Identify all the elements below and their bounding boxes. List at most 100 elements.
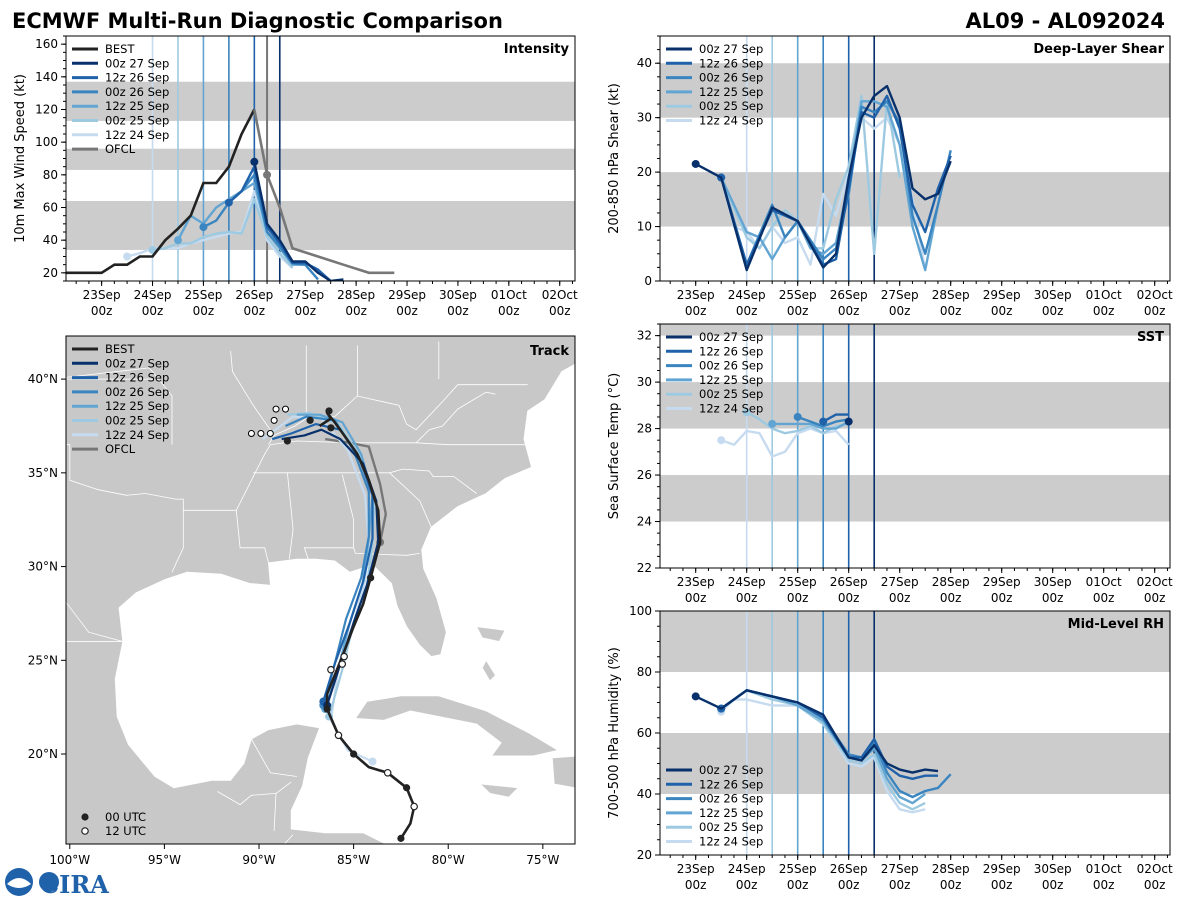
sst-series-line	[822, 413, 849, 423]
sst-legend-label: 00z 27 Sep	[699, 330, 763, 344]
track-best-point-00	[283, 437, 291, 445]
sst-series-start-point	[717, 436, 726, 445]
sst-legend-label: 12z 26 Sep	[699, 344, 763, 358]
intensity-series-start-point	[123, 252, 132, 261]
sst-series-line	[720, 427, 850, 458]
intensity-xtick-label: 26Sep	[235, 288, 273, 302]
shear-xtick-label: 24Sep	[728, 288, 766, 302]
rh-ytick-label: 80	[637, 665, 652, 679]
shear-legend-label: 12z 26 Sep	[699, 56, 763, 70]
rh-series-line	[695, 689, 939, 774]
track-legend-label: 00z 25 Sep	[105, 414, 169, 428]
track-title: Track	[530, 344, 569, 359]
sst-legend-label: 00z 26 Sep	[699, 359, 763, 373]
shear-xtick-sublabel: 00z	[991, 304, 1013, 318]
rh-xtick-sublabel: 00z	[940, 878, 962, 892]
rh-band	[660, 733, 1170, 794]
sst-xtick-label: 01Oct	[1086, 575, 1122, 589]
intensity-xtick-sublabel: 00z	[396, 304, 418, 318]
shear-ytick-label: 30	[637, 111, 652, 125]
intensity-band	[66, 148, 575, 170]
land-bahamas	[475, 626, 506, 642]
rh-series-start-point	[691, 692, 700, 701]
shear-band	[660, 63, 1170, 118]
shear-legend-label: 00z 26 Sep	[699, 71, 763, 85]
lat-tick-label: 20°N	[28, 747, 58, 761]
rh-xtick-label: 02Oct	[1137, 862, 1173, 876]
sst-xtick-sublabel: 00z	[685, 591, 707, 605]
intensity-series-start-point	[250, 157, 259, 166]
shear-ytick-label: 0	[644, 274, 652, 288]
rh-ytick-label: 20	[637, 848, 652, 862]
rh-plot-area	[660, 611, 1170, 855]
sst-xtick-label: 24Sep	[728, 575, 766, 589]
intensity-plot-area	[66, 36, 575, 281]
lon-tick-label: 75°W	[526, 853, 559, 867]
shear-ylabel: 200-850 hPa Shear (kt)	[607, 83, 622, 234]
lat-tick-label: 25°N	[28, 653, 58, 667]
sst-band	[660, 382, 1170, 429]
rh-legend-label: 12z 24 Sep	[699, 835, 763, 849]
intensity-ofcl-line	[253, 109, 395, 275]
rh-xtick-label: 23Sep	[677, 862, 715, 876]
shear-series-line	[695, 84, 952, 272]
intensity-panel: 20 40 60 80 100 120 140 160 23Sep 00z 24Sep 00z 25Se…	[13, 35, 578, 318]
sst-xtick-sublabel: 00z	[1144, 591, 1166, 605]
rh-series-line	[720, 689, 926, 811]
rh-xtick-label: 01Oct	[1086, 862, 1122, 876]
border-louisiana	[183, 509, 269, 563]
intensity-xtick-label: 01Oct	[491, 288, 527, 302]
track-frame	[65, 335, 576, 845]
intensity-best-line	[66, 108, 256, 275]
intensity-xtick-label: 02Oct	[542, 288, 578, 302]
rh-series-line	[720, 698, 926, 814]
track-model-start	[368, 757, 377, 766]
intensity-legend-label: BEST	[105, 42, 135, 56]
intensity-ytick-label: 100	[35, 135, 58, 149]
border-us-mexico	[66, 601, 123, 642]
shear-xtick-label: 23Sep	[677, 288, 715, 302]
sst-legend-label: 12z 24 Sep	[699, 402, 763, 416]
track-best-point-12	[327, 665, 335, 674]
sst-legend-label: 12z 25 Sep	[699, 373, 763, 387]
sst-ytick-label: 22	[637, 561, 652, 575]
border-ohio-river	[273, 384, 528, 436]
intensity-xtick-label: 29Sep	[388, 288, 426, 302]
border-ga-sc	[389, 472, 432, 528]
intensity-legend-label: 12z 25 Sep	[105, 99, 169, 113]
track-plot-area	[66, 336, 575, 844]
shear-title: Deep-Layer Shear	[1033, 42, 1164, 57]
sst-xtick-label: 29Sep	[983, 575, 1021, 589]
lat-tick-label: 35°N	[28, 466, 58, 480]
sst-xtick-label: 02Oct	[1137, 575, 1173, 589]
sst-xtick-label: 25Sep	[779, 575, 817, 589]
main-title: ECMWF Multi-Run Diagnostic Comparison	[12, 9, 503, 33]
border-mex-guat	[217, 791, 277, 831]
rh-xtick-sublabel: 00z	[1144, 878, 1166, 892]
sst-frame	[659, 323, 1171, 569]
rh-xtick-label: 29Sep	[983, 862, 1021, 876]
cira-logo-text: CIRA	[40, 870, 109, 899]
track-best-point-00	[306, 416, 314, 424]
sst-xtick-sublabel: 00z	[1042, 591, 1064, 605]
track-legend-label: 00z 26 Sep	[105, 385, 169, 399]
track-legend-label: 12z 26 Sep	[105, 371, 169, 385]
shear-xtick-sublabel: 00z	[1144, 304, 1166, 318]
track-model-end-point	[257, 429, 265, 437]
rh-panel: 20 40 60 80 100 23Sep 00z 24Sep 00z 25Sep 00z 26Sep…	[607, 604, 1173, 892]
sst-ylabel: Sea Surface Temp (°C)	[607, 373, 622, 520]
sst-xtick-label: 30Sep	[1034, 575, 1072, 589]
intensity-xtick-sublabel: 00z	[193, 304, 215, 318]
track-best-point-00	[367, 574, 375, 582]
rh-xtick-sublabel: 00z	[1042, 878, 1064, 892]
sst-plot-area	[660, 324, 1170, 568]
border-guat-hond	[283, 834, 294, 844]
intensity-xtick-sublabel: 00z	[142, 304, 164, 318]
track-best-point-12	[334, 731, 343, 740]
shear-xtick-label: 29Sep	[983, 288, 1021, 302]
rh-xtick-sublabel: 00z	[838, 878, 860, 892]
shear-xtick-label: 30Sep	[1034, 288, 1072, 302]
sst-series-start-point	[819, 417, 828, 426]
border-mex-states	[251, 738, 297, 777]
